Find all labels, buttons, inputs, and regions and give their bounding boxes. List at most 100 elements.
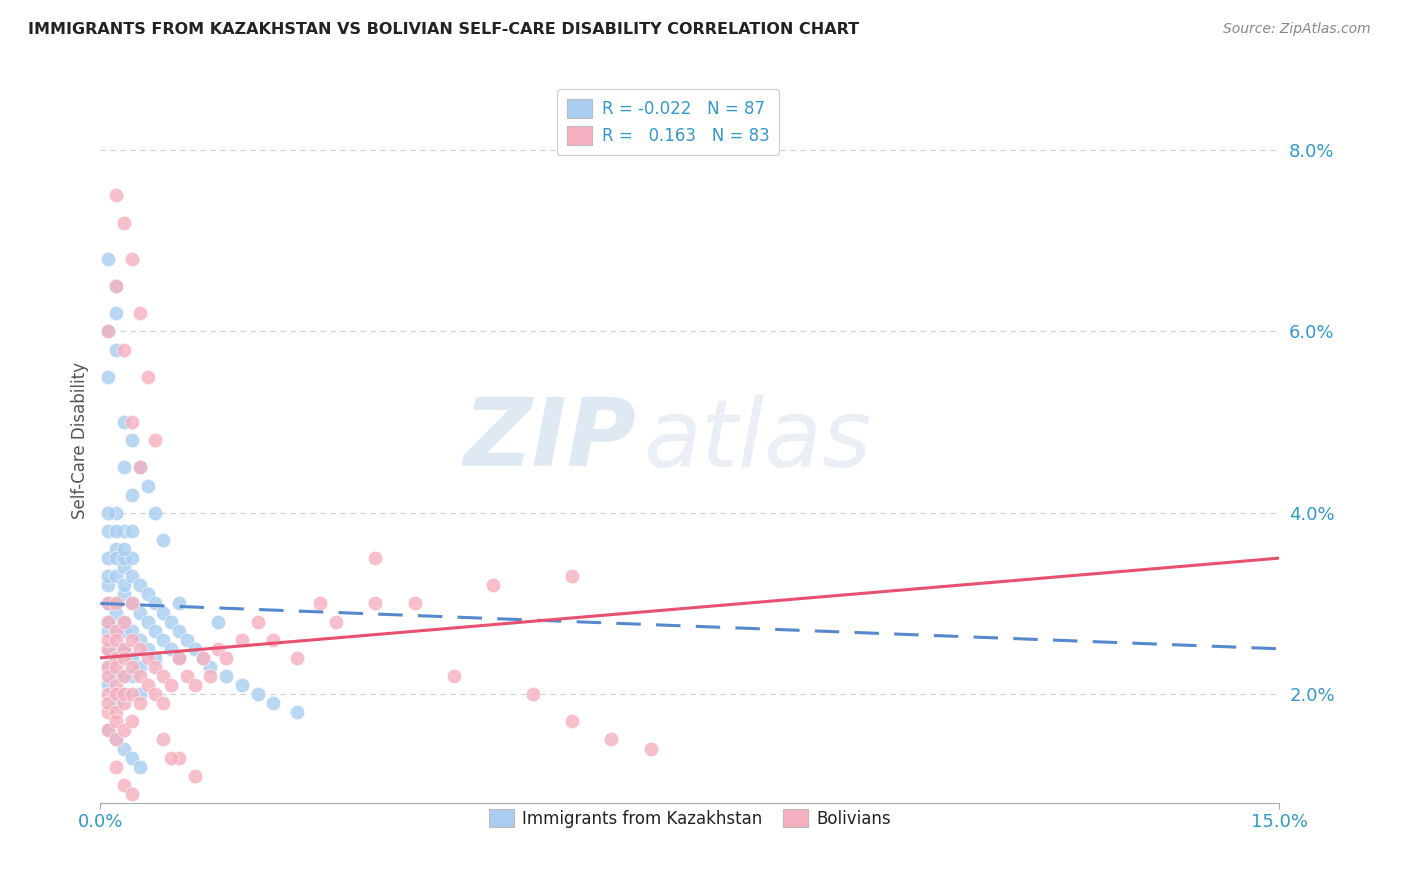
Point	[112, 587, 135, 601]
Point	[183, 641, 205, 656]
Point	[97, 660, 120, 674]
Point	[97, 524, 120, 538]
Point	[121, 669, 143, 683]
Point	[97, 369, 120, 384]
Point	[128, 306, 150, 320]
Point	[262, 696, 284, 710]
Point	[97, 706, 120, 720]
Point	[105, 624, 128, 638]
Point	[136, 587, 159, 601]
Point	[112, 696, 135, 710]
Point	[285, 651, 308, 665]
Point	[105, 343, 128, 357]
Point	[97, 660, 120, 674]
Point	[121, 433, 143, 447]
Point	[167, 624, 190, 638]
Point	[105, 306, 128, 320]
Point	[522, 687, 544, 701]
Text: atlas: atlas	[643, 394, 870, 486]
Point	[121, 252, 143, 266]
Point	[561, 714, 583, 729]
Point	[105, 597, 128, 611]
Point	[128, 660, 150, 674]
Point	[97, 597, 120, 611]
Point	[128, 460, 150, 475]
Point	[121, 714, 143, 729]
Point	[97, 569, 120, 583]
Point	[112, 624, 135, 638]
Point	[561, 569, 583, 583]
Point	[97, 723, 120, 738]
Point	[112, 460, 135, 475]
Point	[105, 597, 128, 611]
Point	[97, 551, 120, 566]
Point	[112, 551, 135, 566]
Point	[97, 641, 120, 656]
Point	[97, 641, 120, 656]
Point	[97, 624, 120, 638]
Point	[136, 651, 159, 665]
Point	[128, 460, 150, 475]
Point	[112, 641, 135, 656]
Point	[112, 343, 135, 357]
Point	[112, 542, 135, 557]
Point	[600, 732, 623, 747]
Point	[112, 215, 135, 229]
Point	[112, 641, 135, 656]
Point	[231, 632, 253, 647]
Point	[309, 597, 332, 611]
Point	[112, 687, 135, 701]
Point	[136, 615, 159, 629]
Point	[160, 750, 183, 764]
Point	[97, 597, 120, 611]
Point	[112, 669, 135, 683]
Point	[136, 641, 159, 656]
Point	[128, 641, 150, 656]
Point	[121, 750, 143, 764]
Point	[105, 732, 128, 747]
Point	[145, 597, 167, 611]
Point	[167, 597, 190, 611]
Point	[145, 506, 167, 520]
Point	[112, 669, 135, 683]
Point	[231, 678, 253, 692]
Point	[145, 687, 167, 701]
Point	[97, 252, 120, 266]
Point	[97, 678, 120, 692]
Point	[97, 578, 120, 592]
Point	[112, 415, 135, 429]
Point	[176, 632, 198, 647]
Point	[167, 651, 190, 665]
Point	[145, 660, 167, 674]
Point	[105, 551, 128, 566]
Point	[112, 778, 135, 792]
Point	[640, 741, 662, 756]
Point	[112, 560, 135, 574]
Point	[145, 433, 167, 447]
Point	[105, 188, 128, 202]
Point	[152, 632, 174, 647]
Point	[152, 696, 174, 710]
Point	[262, 632, 284, 647]
Point	[136, 369, 159, 384]
Point	[105, 760, 128, 774]
Point	[112, 524, 135, 538]
Point	[191, 651, 214, 665]
Point	[160, 615, 183, 629]
Y-axis label: Self-Care Disability: Self-Care Disability	[72, 361, 89, 519]
Text: IMMIGRANTS FROM KAZAKHSTAN VS BOLIVIAN SELF-CARE DISABILITY CORRELATION CHART: IMMIGRANTS FROM KAZAKHSTAN VS BOLIVIAN S…	[28, 22, 859, 37]
Point	[121, 415, 143, 429]
Point	[145, 624, 167, 638]
Point	[105, 569, 128, 583]
Point	[105, 641, 128, 656]
Point	[167, 651, 190, 665]
Point	[121, 551, 143, 566]
Point	[128, 669, 150, 683]
Point	[167, 750, 190, 764]
Point	[121, 651, 143, 665]
Point	[121, 487, 143, 501]
Point	[121, 524, 143, 538]
Point	[128, 696, 150, 710]
Point	[152, 533, 174, 547]
Legend: Immigrants from Kazakhstan, Bolivians: Immigrants from Kazakhstan, Bolivians	[482, 803, 897, 835]
